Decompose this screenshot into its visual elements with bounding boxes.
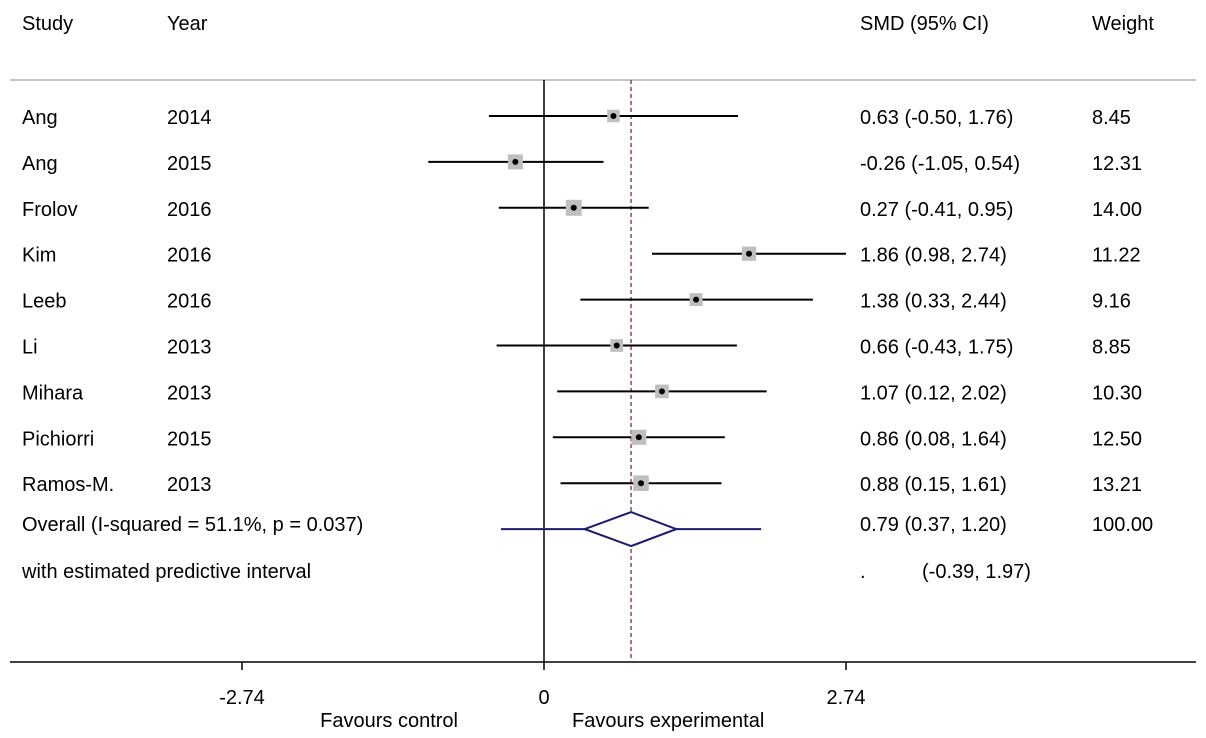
- study-name: Pichiorri: [22, 428, 94, 450]
- study-point-estimate: [637, 480, 644, 487]
- study-rows: Ang 2014 0.63 (-0.50, 1.76) 8.45 Ang 2015 -0.2…: [22, 107, 1142, 496]
- header-year: Year: [167, 13, 208, 35]
- study-point-estimate: [512, 158, 519, 165]
- study-point-estimate: [610, 113, 617, 119]
- x-tick-label: -2.74: [219, 687, 265, 709]
- study-name: Kim: [22, 245, 56, 267]
- study-weight: 8.45: [1092, 107, 1131, 129]
- overall-weight: 100.00: [1092, 514, 1153, 536]
- study-name: Ang: [22, 107, 58, 129]
- study-ci-text: 0.66 (-0.43, 1.75): [860, 337, 1013, 359]
- study-year: 2016: [167, 199, 212, 221]
- overall-label: Overall (I-squared = 51.1%, p = 0.037): [22, 514, 363, 536]
- x-axis: -2.74 0 2.74: [219, 662, 865, 709]
- study-year: 2015: [167, 428, 212, 450]
- study-point-estimate: [746, 250, 753, 257]
- header-study: Study: [22, 13, 73, 35]
- study-year: 2016: [167, 291, 212, 313]
- plot-marks: [428, 80, 846, 662]
- favours-control-label: Favours control: [320, 710, 458, 732]
- study-point-estimate: [635, 434, 642, 441]
- study-point-estimate: [613, 342, 620, 349]
- study-weight: 12.50: [1092, 428, 1142, 450]
- study-name: Ramos-M.: [22, 474, 114, 496]
- study-weight: 9.16: [1092, 291, 1131, 313]
- study-ci-text: 1.38 (0.33, 2.44): [860, 291, 1007, 313]
- study-weight: 13.21: [1092, 474, 1142, 496]
- study-point-estimate: [693, 296, 700, 303]
- study-ci-text: 0.86 (0.08, 1.64): [860, 428, 1007, 450]
- study-year: 2014: [167, 107, 212, 129]
- study-ci-text: 1.07 (0.12, 2.02): [860, 382, 1007, 404]
- study-name: Ang: [22, 153, 58, 175]
- study-ci-text: 0.27 (-0.41, 0.95): [860, 199, 1013, 221]
- header-smd-ci: SMD (95% CI): [860, 13, 989, 35]
- header-weight: Weight: [1092, 13, 1154, 35]
- study-year: 2015: [167, 153, 212, 175]
- x-tick-label: 0: [538, 687, 549, 709]
- study-name: Li: [22, 337, 38, 359]
- study-year: 2013: [167, 337, 212, 359]
- study-ci-text: 0.88 (0.15, 1.61): [860, 474, 1007, 496]
- study-weight: 8.85: [1092, 337, 1131, 359]
- study-year: 2013: [167, 474, 212, 496]
- x-tick-label: 2.74: [827, 687, 866, 709]
- study-ci-text: 1.86 (0.98, 2.74): [860, 245, 1007, 267]
- predictive-interval-marker: .: [860, 561, 866, 583]
- study-ci-text: 0.63 (-0.50, 1.76): [860, 107, 1013, 129]
- predictive-interval-ci-text: (-0.39, 1.97): [922, 561, 1031, 583]
- study-point-estimate: [570, 204, 577, 211]
- study-weight: 11.22: [1092, 245, 1141, 267]
- study-name: Frolov: [22, 199, 78, 221]
- favours-experimental-label: Favours experimental: [572, 710, 764, 732]
- study-weight: 12.31: [1092, 153, 1142, 175]
- overall-ci-text: 0.79 (0.37, 1.20): [860, 514, 1007, 536]
- study-year: 2013: [167, 382, 212, 404]
- study-weight: 10.30: [1092, 382, 1142, 404]
- predictive-interval-label: with estimated predictive interval: [21, 561, 311, 583]
- study-ci-text: -0.26 (-1.05, 0.54): [860, 153, 1020, 175]
- study-year: 2016: [167, 245, 212, 267]
- overall-diamond: [581, 511, 680, 548]
- study-name: Mihara: [22, 382, 84, 404]
- study-weight: 14.00: [1092, 199, 1142, 221]
- study-point-estimate: [658, 388, 665, 395]
- study-name: Leeb: [22, 291, 67, 313]
